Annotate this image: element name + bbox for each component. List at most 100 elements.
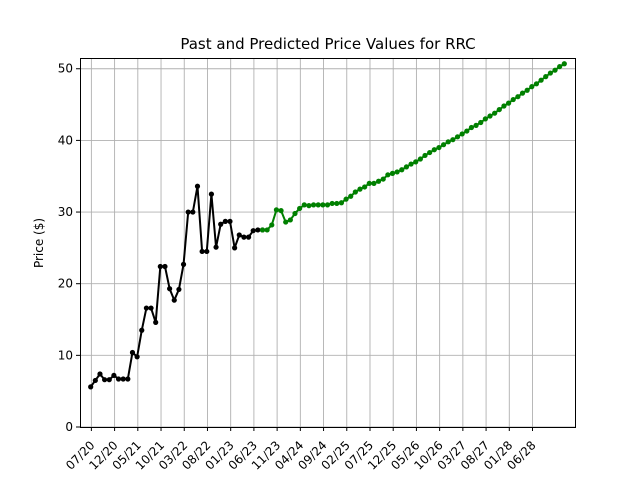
past-price-line <box>89 185 263 388</box>
predicted-price-point <box>468 124 475 131</box>
past-price-point <box>199 248 205 255</box>
predicted-price-point <box>557 63 563 70</box>
predicted-price-point <box>329 200 335 207</box>
past-price-point <box>148 305 154 311</box>
predicted-price-point <box>533 81 540 87</box>
predicted-price-point <box>561 61 567 67</box>
predicted-price-point <box>431 147 437 153</box>
past-price-point <box>171 297 177 303</box>
predicted-price-point <box>348 193 354 199</box>
predicted-price-point <box>417 156 423 162</box>
predicted-price-point <box>264 227 270 233</box>
predicted-price-point <box>366 180 372 186</box>
predicted-price-point <box>324 202 331 208</box>
predicted-price-point <box>464 128 470 134</box>
predicted-price-point <box>422 152 428 159</box>
predicted-price-point <box>413 159 419 165</box>
predicted-price-point <box>357 186 363 192</box>
y-tick-label: 20 <box>58 277 73 291</box>
grid-lines <box>80 58 575 428</box>
predicted-price-point <box>459 131 465 137</box>
past-price-point <box>167 286 173 292</box>
past-price-point <box>125 376 131 382</box>
predicted-price-point <box>380 176 386 182</box>
predicted-price-point <box>482 116 488 122</box>
predicted-price-point <box>552 67 558 73</box>
past-price-point <box>120 376 126 382</box>
predicted-price-point <box>473 122 479 128</box>
predicted-price-point <box>487 113 493 119</box>
predicted-price-point <box>334 200 340 207</box>
past-price-point <box>232 245 238 251</box>
predicted-price-point <box>310 202 317 208</box>
series-layer <box>88 61 567 390</box>
past-price-point <box>241 234 247 240</box>
predicted-price-point <box>343 196 349 202</box>
predicted-price-point <box>450 137 456 143</box>
predicted-price-point <box>301 202 307 208</box>
axis-ticks: 0102030405007/2012/2005/2110/2103/2208/2… <box>58 62 539 473</box>
past-price-point <box>204 248 210 255</box>
predicted-price-point <box>529 84 535 90</box>
predicted-price-point <box>278 208 284 214</box>
y-tick-label: 40 <box>58 133 73 147</box>
y-tick-label: 30 <box>58 205 73 219</box>
predicted-price-point <box>399 167 405 173</box>
predicted-price-point <box>403 164 410 170</box>
y-axis-label: Price ($) <box>32 218 46 268</box>
past-price-point <box>180 261 187 267</box>
predicted-price-point <box>408 161 414 167</box>
past-price-point <box>129 349 136 356</box>
chart-title: Past and Predicted Price Values for RRC <box>180 35 475 53</box>
past-price-point <box>245 234 252 240</box>
predicted-price-point <box>427 149 433 156</box>
predicted-price-point <box>515 94 521 100</box>
past-price-point <box>134 354 140 360</box>
predicted-price-point <box>338 200 345 206</box>
past-price-point <box>88 384 94 390</box>
y-tick-label: 10 <box>58 348 73 362</box>
predicted-price-point <box>505 100 512 106</box>
predicted-price-point <box>315 202 321 208</box>
past-price-point <box>194 183 201 189</box>
predicted-price-point <box>320 202 326 208</box>
predicted-price-point <box>510 96 516 103</box>
predicted-price-point <box>543 74 549 80</box>
past-price-point <box>227 218 233 224</box>
predicted-price-point <box>283 219 289 225</box>
past-price-point <box>111 372 117 379</box>
predicted-price-point <box>501 103 507 109</box>
past-price-point <box>115 376 122 382</box>
past-price-point <box>139 327 145 333</box>
past-price-point <box>185 209 191 215</box>
predicted-price-point <box>445 139 451 145</box>
past-price-point <box>153 319 159 325</box>
past-price-point <box>236 232 242 238</box>
predicted-price-point <box>538 77 544 83</box>
past-price-point <box>143 305 150 311</box>
y-tick-label: 50 <box>58 62 73 76</box>
predicted-price-point <box>292 210 298 217</box>
past-price-point <box>222 218 228 224</box>
predicted-price-point <box>259 227 266 233</box>
predicted-price-point <box>547 70 553 76</box>
past-price-point <box>162 263 168 270</box>
past-price-point <box>102 377 108 383</box>
past-price-point <box>157 263 163 270</box>
predicted-price-point <box>375 178 382 184</box>
predicted-price-point <box>352 189 358 195</box>
predicted-price-point <box>297 205 303 212</box>
past-price-point <box>255 227 261 233</box>
past-price-point <box>97 371 103 377</box>
predicted-price-point <box>454 134 461 140</box>
past-price-point <box>213 244 219 250</box>
predicted-price-point <box>362 184 368 190</box>
predicted-price-point <box>394 169 400 175</box>
past-price-point <box>190 209 196 215</box>
predicted-price-point <box>371 180 377 186</box>
predicted-price-point <box>287 217 293 223</box>
predicted-price-point <box>478 119 484 126</box>
past-price-point <box>218 221 224 227</box>
predicted-price-point <box>389 170 396 176</box>
